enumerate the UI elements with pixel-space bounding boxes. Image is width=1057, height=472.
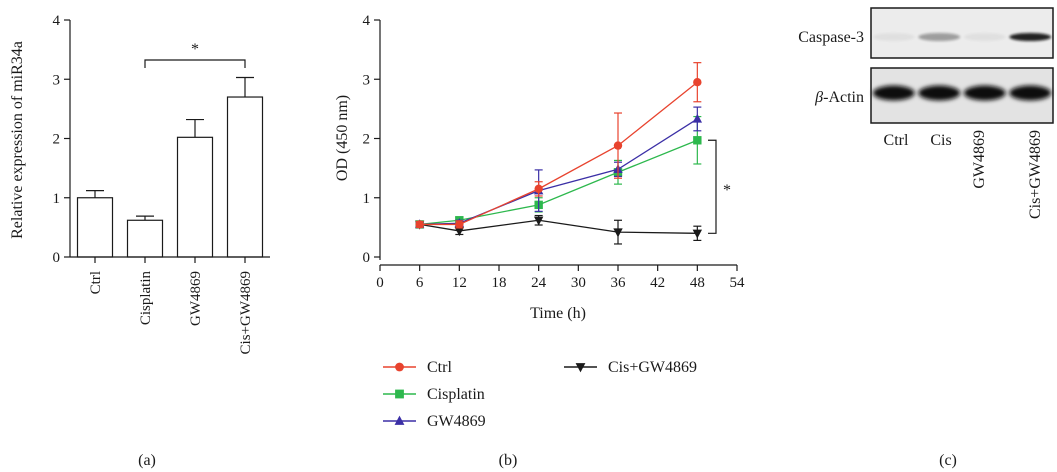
series-cisplatin [415, 115, 702, 229]
blot-row-label-beta-actin: β-Actin [814, 89, 864, 106]
bar-chart-y-tick-label: 2 [53, 132, 61, 148]
line-chart-x-tick-label: 0 [376, 275, 384, 291]
series-line [419, 118, 698, 226]
blot-band [872, 85, 915, 101]
line-chart-y-tick-label: 2 [363, 132, 371, 148]
bar-chart-y-axis-label: Relative expression of miR34a [9, 41, 26, 239]
data-point-square [693, 136, 702, 145]
bar-chart-category-label: Ctrl [88, 271, 104, 294]
bar-chart-category-label: Cis+GW4869 [238, 271, 254, 354]
line-chart-x-tick-label: 6 [416, 275, 424, 291]
blot-lane-labels: Ctrl Cis GW4869 Cis+GW4869 [884, 130, 1044, 219]
series-line [419, 81, 698, 226]
legend-entry: GW4869 [383, 413, 486, 430]
western-blot-panel: Caspase-3 β-Actin Ctrl Cis GW4869 Cis+GW486… [798, 7, 1054, 219]
legend-entry: Cisplatin [383, 386, 485, 403]
legend-label: Cis+GW4869 [608, 359, 697, 376]
blot-row-label-beta-symbol: β [814, 89, 823, 106]
blot-band [918, 33, 961, 41]
significance-bracket [144, 59, 246, 68]
data-point-circle [395, 362, 404, 372]
significance-bracket [708, 139, 717, 234]
blot-lane-label: Cis [930, 132, 951, 149]
bar-chart-y-tick-label: 1 [53, 191, 61, 207]
line-chart-x-tick-label: 54 [730, 275, 746, 291]
blot-strip-caspase-3 [870, 7, 1054, 59]
line-chart-legend: Ctrl Cisplatin GW4869 Cis+GW4869 [383, 359, 697, 430]
blot-band [963, 85, 1006, 101]
line-chart-y-tick-label: 0 [363, 250, 371, 266]
line-chart-x-tick-label: 18 [492, 275, 507, 291]
data-point-triangle-down [575, 363, 586, 373]
blot-lane-label: Ctrl [884, 132, 909, 149]
panel-label-b: (b) [499, 452, 518, 469]
series-line [419, 139, 698, 226]
data-point-circle [613, 141, 623, 150]
legend-entry: Ctrl [383, 359, 452, 376]
significance-marker: * [723, 182, 731, 199]
data-point-circle [415, 220, 424, 229]
data-point-triangle-down [454, 227, 465, 237]
data-point-triangle-down [613, 228, 623, 238]
legend-label: Cisplatin [427, 386, 485, 403]
blot-band [872, 33, 915, 41]
bar [176, 136, 214, 258]
line-chart-y-tick-label: 4 [363, 13, 371, 29]
line-chart-x-tick-label: 48 [690, 275, 705, 291]
blot-band [918, 85, 961, 101]
bar [126, 219, 164, 258]
data-point-circle [534, 184, 543, 194]
legend-label: Ctrl [427, 359, 452, 376]
line-chart-x-tick-label: 36 [611, 275, 627, 291]
bar-chart-marks: 0 1 2 3 4 Ctrl Cisplatin GW4869 Cis+GW4869 * [53, 13, 270, 354]
legend-label: GW4869 [427, 413, 486, 430]
blot-lane-label: Cis+GW4869 [1027, 130, 1044, 219]
series-ctrl [415, 62, 702, 229]
bar [76, 197, 114, 258]
blot-row-label-caspase-3: Caspase-3 [798, 29, 864, 46]
data-point-circle [693, 78, 702, 87]
blot-row-label-actin-text: -Actin [823, 89, 864, 106]
blot-lane-label: GW4869 [971, 130, 988, 189]
line-chart-x-tick-label: 12 [452, 275, 467, 291]
line-chart-y-tick-label: 1 [363, 191, 371, 207]
bar-chart-y-tick-label: 0 [53, 250, 61, 266]
legend-entry: Cis+GW4869 [564, 359, 697, 376]
panel-label-a: (a) [138, 452, 156, 469]
panel-label-c: (c) [939, 452, 957, 469]
blot-band [1009, 85, 1052, 101]
blot-band [963, 33, 1006, 41]
line-chart-x-tick-label: 30 [571, 275, 586, 291]
line-chart-x-axis-label: Time (h) [530, 305, 586, 322]
line-chart-y-tick-label: 3 [363, 72, 371, 88]
series-gw4869 [414, 106, 703, 229]
data-point-triangle-up [692, 113, 703, 123]
bar-chart-y-tick-label: 3 [53, 72, 61, 88]
line-chart-y-axis-label: OD (450 nm) [334, 95, 351, 181]
data-point-triangle-up [394, 415, 405, 425]
bar-chart-category-label: GW4869 [188, 271, 204, 326]
data-point-circle [455, 220, 464, 229]
bar-chart-y-tick-label: 4 [53, 13, 61, 29]
data-point-triangle-down [533, 216, 544, 226]
blot-band [1009, 33, 1052, 41]
bar [226, 96, 264, 258]
line-chart-x-tick-label: 42 [650, 275, 665, 291]
blot-image [870, 7, 1054, 124]
data-point-triangle-down [692, 229, 703, 239]
data-point-square [395, 389, 404, 399]
bar-chart-category-label: Cisplatin [138, 271, 154, 326]
bar-chart-panel: Relative expression of miR34a 0 1 2 3 4 Ctrl C… [9, 13, 270, 354]
significance-marker: * [191, 41, 199, 58]
line-chart-x-tick-label: 24 [531, 275, 547, 291]
